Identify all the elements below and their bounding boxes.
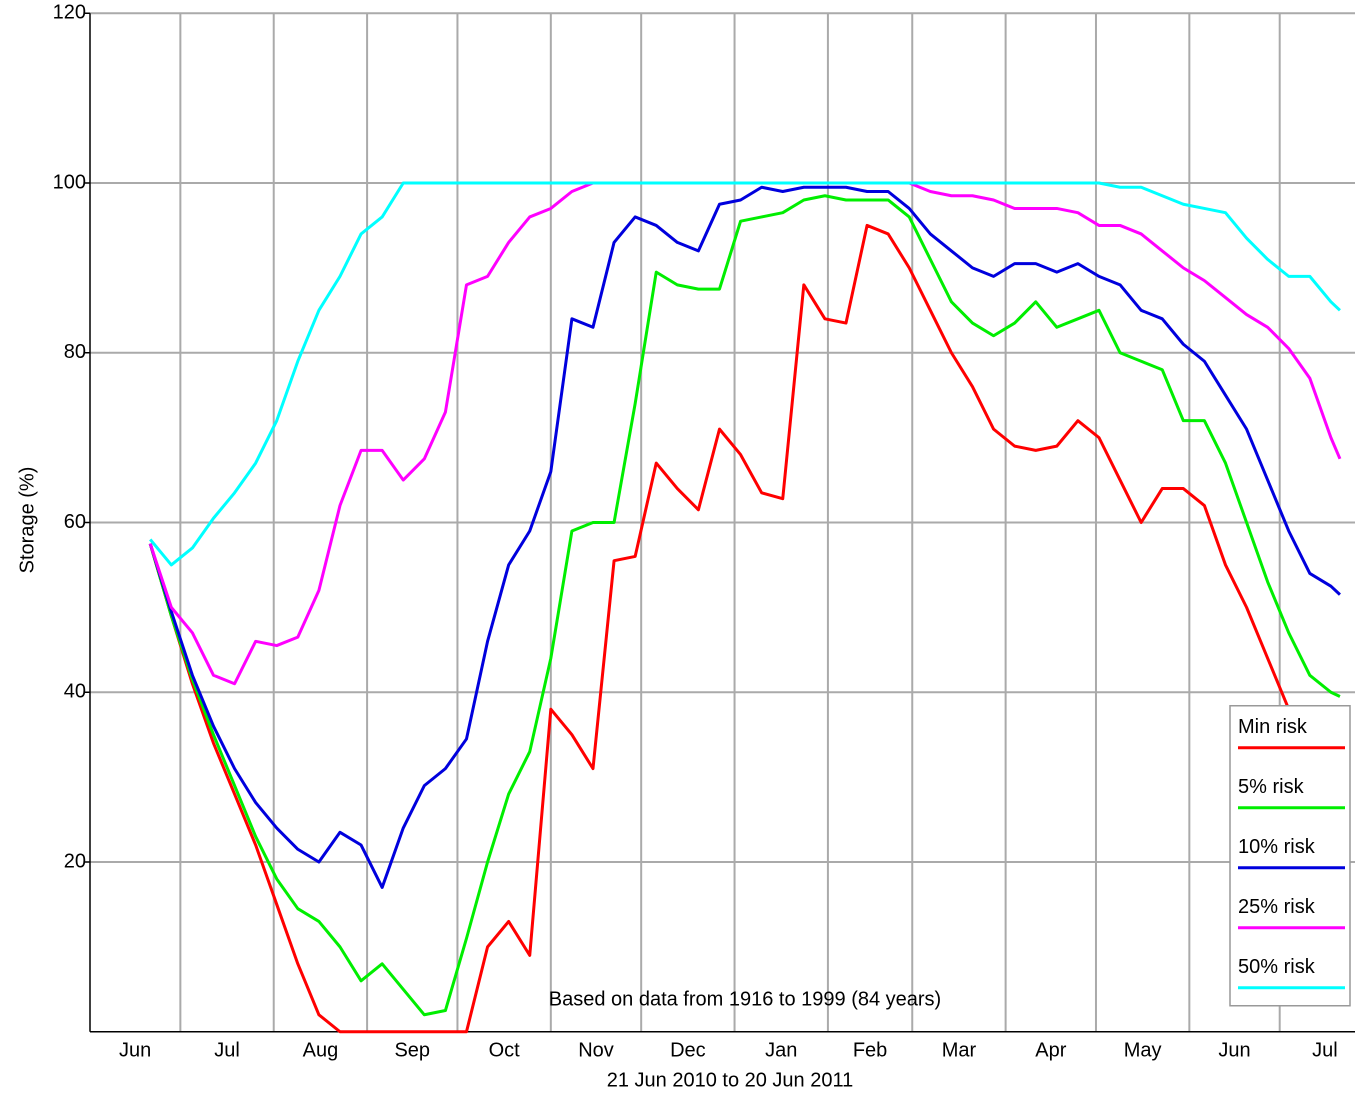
legend-box [1229,705,1351,1007]
series-line [149,181,1341,567]
x-tick-label: Sep [394,1039,430,1061]
x-tick-label: Jan [765,1039,797,1061]
x-tick-label: Jul [214,1039,240,1061]
y-tick-label: 80 [64,341,86,363]
x-tick-label: Dec [670,1039,706,1061]
series-line [148,185,1341,889]
y-tick-label: 40 [64,681,86,703]
x-tick-label: Apr [1035,1039,1066,1061]
x-tick-label: Aug [303,1039,339,1061]
legend-label: 5% risk [1238,776,1305,798]
series-line [148,223,1341,1034]
legend-label: 50% risk [1238,956,1316,978]
annotation: Based on data from 1916 to 1999 (84 year… [549,988,941,1010]
y-tick-label: 20 [64,850,86,872]
x-tick-label: Nov [578,1039,614,1061]
y-axis-label: Storage (%) [16,467,38,574]
x-tick-label: May [1124,1039,1162,1061]
legend-label: 10% risk [1238,836,1316,858]
x-tick-label: Jun [1218,1039,1250,1061]
x-tick-label: Jun [119,1039,151,1061]
x-tick-label: Feb [853,1039,887,1061]
x-axis-label: 21 Jun 2010 to 20 Jun 2011 [607,1069,854,1091]
series-line [148,181,1342,686]
x-tick-label: Oct [489,1039,521,1061]
y-tick-label: 100 [53,171,86,193]
series-line [148,194,1341,1017]
y-tick-label: 120 [53,2,86,24]
y-tick-label: 60 [64,511,86,533]
x-tick-label: Mar [942,1039,977,1061]
x-tick-label: Jul [1312,1039,1338,1061]
legend-label: Min risk [1238,716,1308,738]
legend-label: 25% risk [1238,896,1316,918]
